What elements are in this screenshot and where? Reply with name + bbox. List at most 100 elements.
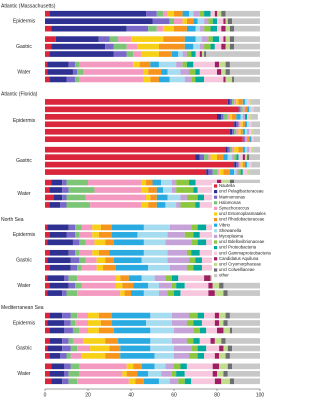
bar-segment (193, 18, 198, 25)
bar-segment (77, 378, 129, 385)
legend-label: Synechococcus (219, 206, 249, 211)
bar-segment (236, 121, 239, 128)
bar-segment (53, 194, 63, 201)
bar-segment (227, 146, 230, 153)
bar-segment (141, 363, 155, 370)
bar-segment (195, 179, 217, 186)
bar-segment (49, 51, 114, 57)
bar-segment (225, 61, 230, 68)
bar-segment (92, 232, 99, 238)
bar-segment (66, 232, 76, 238)
bar-segment (214, 43, 222, 50)
bar-segment (49, 327, 65, 334)
bar-segment (171, 51, 179, 57)
bar-segment (219, 345, 224, 352)
bar-segment (131, 36, 164, 42)
bar-segment (212, 282, 220, 289)
bar-segment (232, 154, 235, 160)
bar-segment (122, 370, 127, 377)
bar-segment (212, 36, 220, 42)
bar-segment (143, 290, 159, 296)
bar-segment (206, 239, 217, 246)
bar-segment (214, 378, 222, 385)
bar-segment (158, 51, 172, 57)
legend-label: Mycoplasma (219, 234, 244, 239)
bar-segment (242, 99, 245, 105)
bar-segment (178, 378, 185, 385)
bar-segment (221, 378, 230, 385)
bar-segment (167, 232, 185, 238)
bar-segment (193, 232, 200, 238)
bar-segment (176, 202, 181, 208)
bar-segment (115, 275, 121, 282)
bar-segment (167, 10, 174, 17)
bar-segment (217, 370, 224, 377)
bar-segment (60, 353, 67, 359)
bar-segment (45, 327, 50, 334)
bar-segment (133, 282, 149, 289)
bar-segment (158, 378, 170, 385)
bar-segment (199, 10, 205, 17)
bar-segment (223, 370, 228, 377)
bar-segment (51, 43, 106, 50)
bar-segment (225, 338, 260, 344)
bar-segment (158, 76, 170, 83)
bar-segment (193, 10, 200, 17)
bar-segment (193, 320, 202, 326)
bar-segment (208, 282, 213, 289)
bar-segment (223, 282, 260, 289)
bar-segment (154, 275, 166, 282)
bar-segment (165, 239, 192, 246)
bar-segment (150, 338, 172, 344)
bar-segment (229, 99, 233, 105)
bar-segment (238, 106, 241, 113)
bar-segment (221, 43, 226, 50)
bar-segment (232, 18, 260, 25)
bar-segment (229, 179, 235, 186)
bar-segment (96, 264, 104, 271)
bar-segment (212, 18, 217, 25)
bar-segment (111, 320, 147, 326)
bar-segment (251, 136, 254, 143)
bar-segment (45, 338, 50, 344)
bar-segment (45, 224, 48, 231)
bar-segment (240, 106, 243, 113)
bar-segment (70, 345, 78, 352)
bar-segment (51, 179, 63, 186)
bar-segment (238, 128, 241, 135)
bar-segment (208, 169, 213, 175)
bar-segment (45, 290, 48, 296)
bar-segment (171, 187, 177, 193)
bar-segment (182, 10, 190, 17)
bar-segment (247, 99, 250, 105)
bar-segment (186, 338, 194, 344)
bar-segment (208, 18, 213, 25)
bar-segment (148, 264, 170, 271)
bar-segment (234, 25, 260, 32)
bar-segment (186, 363, 213, 370)
bar-segment (45, 113, 217, 120)
bar-segment (247, 106, 250, 113)
bar-segment (242, 146, 245, 153)
bar-segment (234, 179, 260, 186)
bar-segment (214, 10, 217, 17)
bar-segment (174, 25, 187, 32)
bar-segment (62, 338, 69, 344)
bar-segment (234, 36, 260, 42)
bar-segment (225, 312, 230, 319)
bar-segment (92, 224, 101, 231)
bar-segment (103, 264, 116, 271)
bar-segment (221, 25, 226, 32)
bar-segment (81, 224, 93, 231)
bar-segment (105, 239, 114, 246)
bar-segment (133, 51, 142, 57)
panel-title: North Sea (1, 217, 24, 223)
legend-swatch (214, 274, 218, 278)
bar-segment (111, 224, 144, 231)
bar-segment (201, 257, 213, 264)
bar-segment (45, 128, 230, 135)
bar-segment (143, 224, 170, 231)
bar-segment (244, 146, 248, 153)
bar-segment (244, 121, 248, 128)
